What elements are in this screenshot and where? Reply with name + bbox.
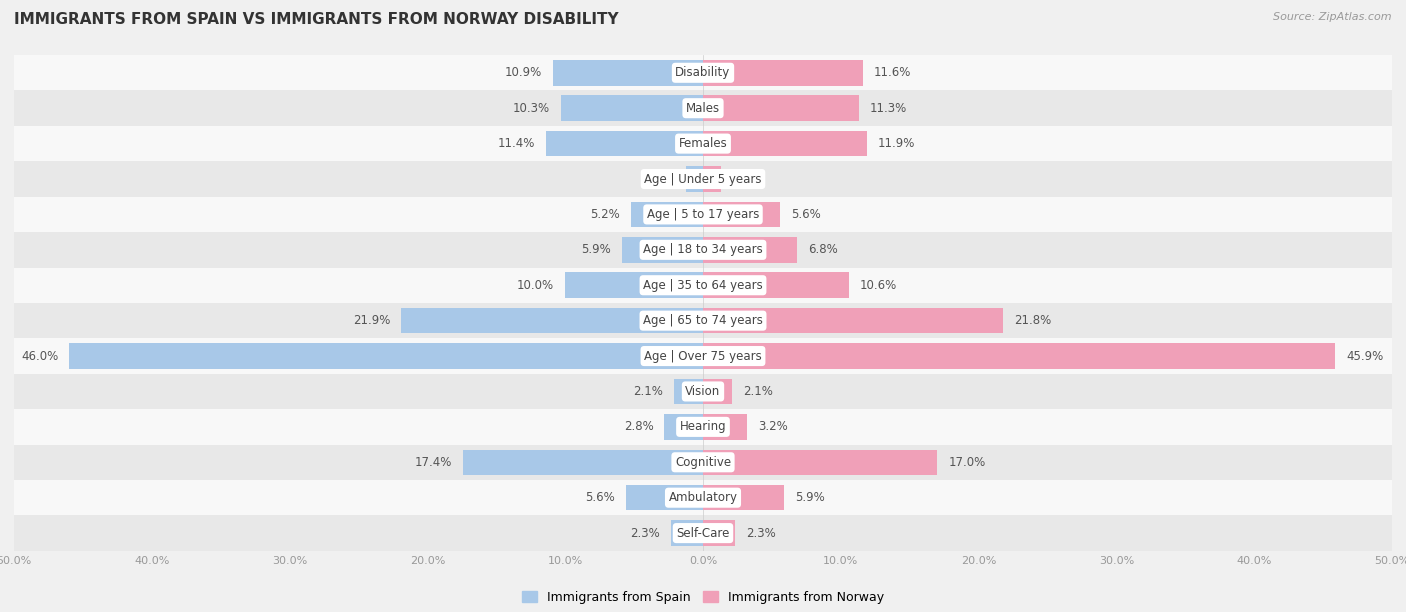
- Bar: [703, 131, 868, 156]
- Bar: [14, 232, 1392, 267]
- Text: 2.1%: 2.1%: [633, 385, 664, 398]
- Text: 10.6%: 10.6%: [860, 278, 897, 292]
- Bar: [703, 379, 733, 404]
- Text: 2.1%: 2.1%: [742, 385, 773, 398]
- Bar: [14, 444, 1392, 480]
- Text: Disability: Disability: [675, 66, 731, 80]
- Bar: [14, 126, 1392, 162]
- Text: 5.9%: 5.9%: [581, 244, 610, 256]
- Text: 45.9%: 45.9%: [1347, 349, 1384, 362]
- Text: 6.8%: 6.8%: [807, 244, 838, 256]
- Text: Males: Males: [686, 102, 720, 114]
- Text: Hearing: Hearing: [679, 420, 727, 433]
- Bar: [14, 196, 1392, 232]
- Text: 10.3%: 10.3%: [513, 102, 550, 114]
- Bar: [703, 95, 859, 121]
- Bar: [665, 414, 703, 439]
- Bar: [14, 162, 1392, 196]
- Bar: [703, 202, 780, 227]
- Bar: [463, 450, 703, 475]
- Text: Age | Under 5 years: Age | Under 5 years: [644, 173, 762, 185]
- Bar: [14, 480, 1392, 515]
- Text: 10.9%: 10.9%: [505, 66, 541, 80]
- Bar: [69, 343, 703, 369]
- Text: Age | 18 to 34 years: Age | 18 to 34 years: [643, 244, 763, 256]
- Bar: [565, 272, 703, 298]
- Text: Source: ZipAtlas.com: Source: ZipAtlas.com: [1274, 12, 1392, 22]
- Text: Age | 65 to 74 years: Age | 65 to 74 years: [643, 314, 763, 327]
- Text: 5.6%: 5.6%: [585, 491, 614, 504]
- Text: 46.0%: 46.0%: [21, 349, 58, 362]
- Text: 2.8%: 2.8%: [624, 420, 654, 433]
- Bar: [14, 515, 1392, 551]
- Bar: [703, 237, 797, 263]
- Text: 11.9%: 11.9%: [877, 137, 915, 150]
- Text: Ambulatory: Ambulatory: [668, 491, 738, 504]
- Text: Cognitive: Cognitive: [675, 456, 731, 469]
- Bar: [14, 374, 1392, 409]
- Text: 11.4%: 11.4%: [498, 137, 534, 150]
- Text: 5.2%: 5.2%: [591, 208, 620, 221]
- Bar: [14, 303, 1392, 338]
- Bar: [673, 379, 703, 404]
- Bar: [703, 343, 1336, 369]
- Text: 10.0%: 10.0%: [517, 278, 554, 292]
- Bar: [703, 485, 785, 510]
- Text: 11.6%: 11.6%: [875, 66, 911, 80]
- Bar: [553, 60, 703, 86]
- Text: 5.6%: 5.6%: [792, 208, 821, 221]
- Text: 21.8%: 21.8%: [1014, 314, 1052, 327]
- Bar: [626, 485, 703, 510]
- Text: IMMIGRANTS FROM SPAIN VS IMMIGRANTS FROM NORWAY DISABILITY: IMMIGRANTS FROM SPAIN VS IMMIGRANTS FROM…: [14, 12, 619, 28]
- Bar: [561, 95, 703, 121]
- Bar: [671, 520, 703, 546]
- Bar: [703, 272, 849, 298]
- Bar: [546, 131, 703, 156]
- Bar: [631, 202, 703, 227]
- Text: Self-Care: Self-Care: [676, 526, 730, 540]
- Text: 3.2%: 3.2%: [758, 420, 787, 433]
- Text: 11.3%: 11.3%: [870, 102, 907, 114]
- Bar: [703, 166, 721, 192]
- Text: 1.2%: 1.2%: [645, 173, 675, 185]
- Bar: [14, 267, 1392, 303]
- Bar: [703, 450, 938, 475]
- Text: Age | 35 to 64 years: Age | 35 to 64 years: [643, 278, 763, 292]
- Bar: [621, 237, 703, 263]
- Bar: [401, 308, 703, 334]
- Bar: [14, 409, 1392, 444]
- Bar: [703, 308, 1004, 334]
- Text: 1.3%: 1.3%: [733, 173, 762, 185]
- Text: Age | Over 75 years: Age | Over 75 years: [644, 349, 762, 362]
- Bar: [686, 166, 703, 192]
- Text: 17.4%: 17.4%: [415, 456, 453, 469]
- Legend: Immigrants from Spain, Immigrants from Norway: Immigrants from Spain, Immigrants from N…: [517, 586, 889, 609]
- Text: 5.9%: 5.9%: [796, 491, 825, 504]
- Text: 2.3%: 2.3%: [630, 526, 661, 540]
- Text: Vision: Vision: [685, 385, 721, 398]
- Bar: [14, 55, 1392, 91]
- Text: 2.3%: 2.3%: [745, 526, 776, 540]
- Text: 17.0%: 17.0%: [948, 456, 986, 469]
- Bar: [14, 338, 1392, 374]
- Bar: [703, 60, 863, 86]
- Bar: [703, 520, 735, 546]
- Text: 21.9%: 21.9%: [353, 314, 391, 327]
- Bar: [14, 91, 1392, 126]
- Text: Females: Females: [679, 137, 727, 150]
- Bar: [703, 414, 747, 439]
- Text: Age | 5 to 17 years: Age | 5 to 17 years: [647, 208, 759, 221]
